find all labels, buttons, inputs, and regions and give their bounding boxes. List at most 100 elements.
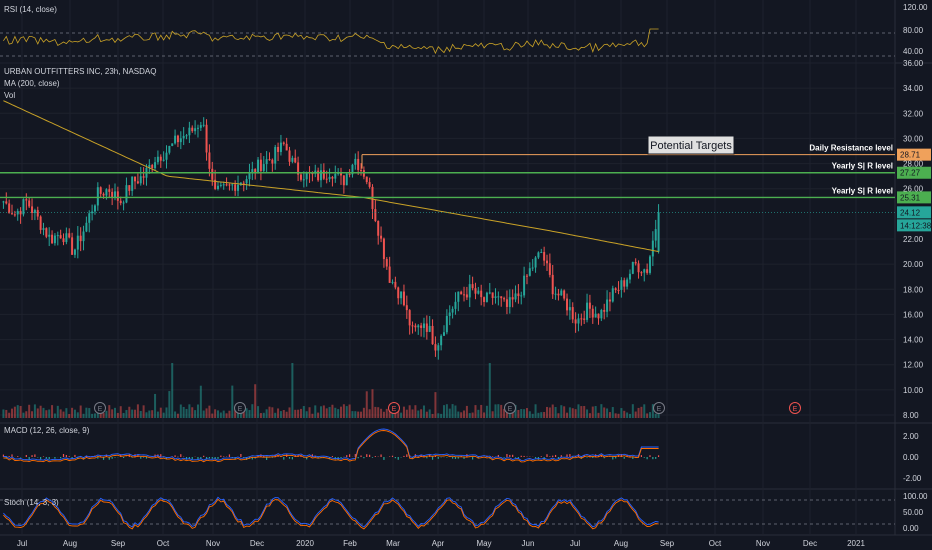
candle-body <box>8 203 11 214</box>
y-tick-label: 22.00 <box>903 235 924 244</box>
macd-histogram-bar <box>105 454 108 457</box>
y-tick-label: 10.00 <box>903 386 924 395</box>
stoch-tick-label: 0.00 <box>903 524 919 533</box>
candle-body <box>73 249 76 255</box>
candle-body <box>505 299 508 307</box>
candle-body <box>171 143 174 146</box>
candle-body <box>191 127 194 132</box>
candle-body <box>128 185 131 191</box>
macd-histogram-bar <box>243 457 245 458</box>
volume-bar <box>33 404 36 418</box>
candle-body <box>626 279 629 287</box>
candle-body <box>62 238 65 243</box>
macd-histogram-bar <box>48 457 50 460</box>
volume-bar <box>377 407 380 418</box>
macd-histogram-bar <box>68 456 70 457</box>
volume-bar <box>443 405 446 418</box>
candle-body <box>540 252 543 254</box>
candle-body <box>56 235 59 237</box>
volume-bar <box>454 405 457 418</box>
candle-body <box>448 312 451 316</box>
macd-histogram-bar <box>240 454 242 457</box>
candle-body <box>354 158 357 165</box>
volume-bar <box>199 385 202 418</box>
potential-targets-callout[interactable]: Potential Targets <box>647 135 735 155</box>
macd-histogram-bar <box>143 457 145 458</box>
volume-bar <box>53 413 56 418</box>
macd-signal-line <box>3 430 659 463</box>
candle-body <box>528 268 531 276</box>
macd-histogram-bar <box>145 457 148 459</box>
volume-bar <box>42 407 45 418</box>
rsi-line <box>3 28 659 55</box>
macd-histogram-bar <box>612 457 614 460</box>
candle-body <box>36 210 39 217</box>
y-tick-label: 28.00 <box>903 160 924 169</box>
candle-body <box>634 261 637 264</box>
macd-histogram-bar <box>74 454 76 457</box>
volume-bar <box>5 409 8 418</box>
earnings-marker <box>789 402 801 414</box>
macd-histogram-bar <box>205 457 208 460</box>
macd-histogram-bar <box>586 457 588 458</box>
volume-bar <box>251 404 254 418</box>
volume-bar <box>408 405 411 418</box>
volume-bar <box>59 409 62 418</box>
candle-body <box>156 156 159 163</box>
candle-body <box>194 128 197 132</box>
volume-bar <box>48 409 51 418</box>
candle-body <box>305 172 308 180</box>
candle-body <box>2 201 5 203</box>
volume-bar <box>262 412 265 418</box>
volume-bar <box>99 413 102 418</box>
volume-bar <box>322 405 325 418</box>
candle-body <box>583 318 586 320</box>
volume-bar <box>483 412 486 418</box>
candle-body <box>606 299 609 312</box>
macd-histogram-bar <box>200 457 202 460</box>
candle-body <box>257 159 260 174</box>
candle-body <box>586 302 589 320</box>
macd-histogram-bar <box>557 457 560 460</box>
candle-body <box>22 199 25 215</box>
candle-body <box>142 176 145 178</box>
volume-bar <box>237 411 240 418</box>
volume-bar <box>600 404 603 418</box>
candle-body <box>119 200 122 204</box>
candle-body <box>637 263 640 273</box>
candle-body <box>125 185 128 203</box>
candle-body <box>554 293 557 295</box>
volume-bar <box>500 404 503 418</box>
level-label: Daily Resistance level <box>809 144 893 153</box>
macd-histogram-bar <box>203 455 205 457</box>
candle-body <box>551 274 554 295</box>
candle-body <box>580 318 583 320</box>
candle-body <box>254 169 257 174</box>
macd-histogram-bar <box>431 457 434 460</box>
volume-bar <box>219 412 222 418</box>
candle-body <box>151 164 154 169</box>
candle-body <box>483 297 486 302</box>
macd-histogram-bar <box>294 454 296 457</box>
candle-body <box>648 256 651 273</box>
candle-body <box>523 275 526 296</box>
volume-bar <box>51 405 54 418</box>
candle-body <box>457 291 460 302</box>
candle-body <box>340 172 343 176</box>
macd-histogram-bar <box>266 457 268 460</box>
candle-body <box>91 211 94 214</box>
volume-bar <box>248 410 251 418</box>
volume-bar <box>554 407 557 418</box>
candle-body <box>480 290 483 298</box>
candle-body <box>202 124 205 126</box>
candle-body <box>76 235 79 250</box>
volume-bar <box>56 405 59 418</box>
volume-bar <box>182 406 185 418</box>
candle-body <box>185 135 188 137</box>
macd-pane <box>2 428 660 463</box>
macd-histogram-bar <box>552 455 554 457</box>
candle-body <box>631 261 634 274</box>
volume-bar <box>374 406 377 418</box>
volume-bar <box>208 405 211 418</box>
volume-bar <box>445 404 448 418</box>
